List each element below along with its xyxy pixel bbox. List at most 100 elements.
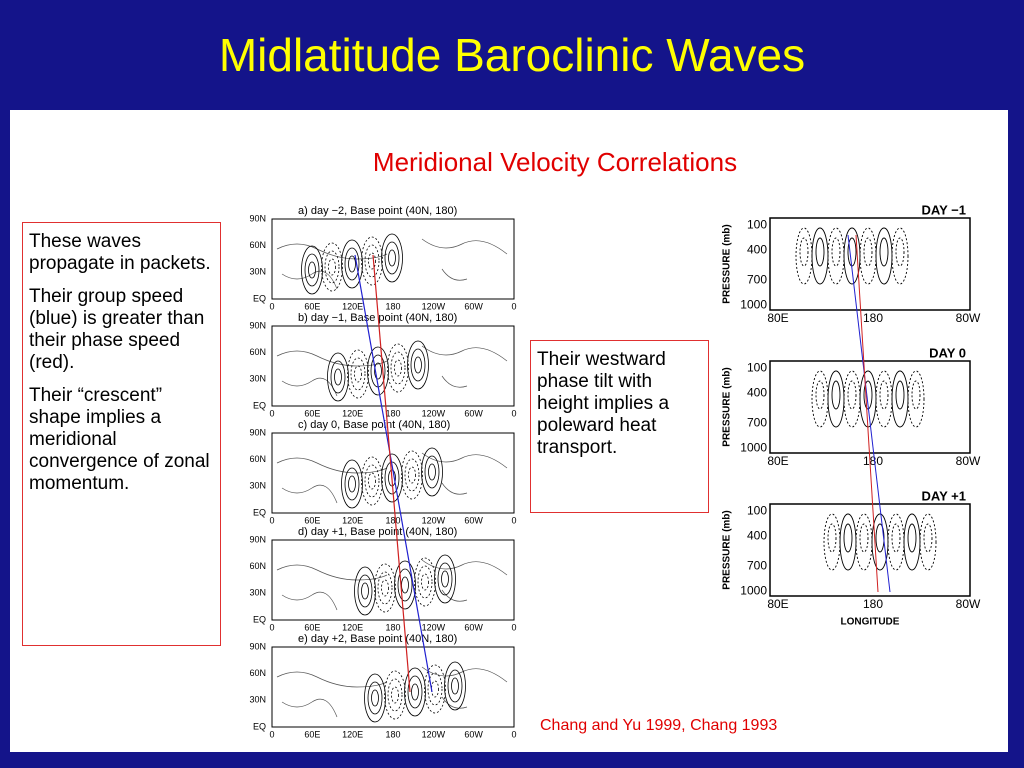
contour bbox=[394, 560, 416, 610]
contour bbox=[434, 554, 456, 604]
contour bbox=[348, 475, 356, 493]
contour bbox=[895, 380, 905, 410]
paragraph: These waves propagate in packets. bbox=[29, 231, 211, 274]
lon-tick-label: 120W bbox=[422, 622, 446, 632]
contour bbox=[907, 370, 925, 428]
contour bbox=[308, 261, 316, 279]
contour bbox=[831, 237, 841, 267]
contour bbox=[341, 459, 363, 509]
contour bbox=[344, 247, 360, 281]
lat-tick-label: 60N bbox=[249, 347, 266, 357]
lat-tick-label: EQ bbox=[253, 400, 266, 410]
contour bbox=[361, 582, 369, 600]
contour bbox=[334, 368, 342, 386]
lon-tick-label: 120E bbox=[342, 301, 363, 311]
lon-tick-label: 0 bbox=[269, 622, 274, 632]
group-speed-line bbox=[847, 234, 891, 593]
map-frame bbox=[271, 325, 515, 407]
lat-tick-label: 60N bbox=[249, 668, 266, 678]
paragraph: Their “crescent” shape implies a meridio… bbox=[29, 385, 210, 494]
contour bbox=[397, 568, 413, 602]
contour bbox=[847, 380, 857, 410]
lon-tick-label: 80E bbox=[767, 454, 788, 468]
lat-tick-label: 30N bbox=[249, 481, 266, 491]
lat-tick-label: 90N bbox=[249, 641, 266, 651]
contour bbox=[444, 661, 466, 711]
lon-tick-label: 120W bbox=[422, 729, 446, 739]
lat-tick-label: 90N bbox=[249, 320, 266, 330]
contour bbox=[427, 672, 443, 706]
lon-tick-label: 60E bbox=[304, 408, 320, 418]
pressure-tick-label: 1000 bbox=[740, 584, 767, 598]
contour bbox=[410, 348, 426, 382]
pressure-tick-label: 1000 bbox=[740, 298, 767, 312]
lat-tick-label: 30N bbox=[249, 267, 266, 277]
contour bbox=[364, 673, 386, 723]
contour bbox=[301, 245, 323, 295]
contour bbox=[347, 349, 369, 399]
contour bbox=[859, 523, 869, 553]
lat-tick-label: 90N bbox=[249, 534, 266, 544]
coastline bbox=[276, 238, 508, 290]
lat-tick-label: 90N bbox=[249, 213, 266, 223]
contour bbox=[407, 675, 423, 709]
lon-tick-label: 60W bbox=[464, 622, 483, 632]
lon-tick-label: 120W bbox=[422, 515, 446, 525]
lon-tick-label: 0 bbox=[511, 622, 516, 632]
lon-tick-label: 120E bbox=[342, 515, 363, 525]
contour bbox=[344, 467, 360, 501]
y-axis-label: PRESSURE (mb) bbox=[722, 510, 733, 589]
panel-label: c) day 0, Base point (40N, 180) bbox=[298, 419, 450, 431]
contour bbox=[304, 253, 320, 287]
lon-tick-label: 120W bbox=[422, 301, 446, 311]
contour bbox=[387, 343, 409, 393]
contour bbox=[368, 472, 376, 490]
paragraph: Their westward phase tilt with height im… bbox=[537, 349, 670, 458]
panel-label: e) day +2, Base point (40N, 180) bbox=[298, 633, 457, 645]
lon-tick-label: 180 bbox=[385, 301, 400, 311]
contour bbox=[815, 237, 825, 267]
panel-label: d) day +1, Base point (40N, 180) bbox=[298, 526, 457, 538]
contour bbox=[381, 579, 389, 597]
pressure-tick-label: 700 bbox=[747, 273, 767, 287]
contour bbox=[895, 237, 905, 267]
contour bbox=[390, 351, 406, 385]
subtitle: Meridional Velocity Correlations bbox=[372, 147, 738, 177]
contour bbox=[341, 239, 363, 289]
pressure-tick-label: 400 bbox=[747, 385, 767, 399]
lon-tick-label: 80W bbox=[956, 454, 981, 468]
contour bbox=[327, 352, 349, 402]
lon-tick-label: 0 bbox=[269, 408, 274, 418]
lat-tick-label: EQ bbox=[253, 614, 266, 624]
contour bbox=[843, 523, 853, 553]
contour bbox=[388, 249, 396, 267]
contour bbox=[364, 244, 380, 278]
lon-tick-label: 60E bbox=[304, 515, 320, 525]
map-frame bbox=[271, 539, 515, 621]
pressure-tick-label: 100 bbox=[747, 361, 767, 375]
citation: Chang and Yu 1999, Chang 1993 bbox=[540, 717, 778, 734]
lon-tick-label: 0 bbox=[511, 408, 516, 418]
contour bbox=[381, 453, 403, 503]
contour bbox=[374, 563, 396, 613]
coastline bbox=[276, 345, 508, 397]
contour bbox=[321, 242, 343, 292]
paragraph: Their group speed (blue) is greater than… bbox=[29, 286, 205, 373]
contour bbox=[328, 258, 336, 276]
pressure-tick-label: 400 bbox=[747, 528, 767, 542]
contour bbox=[381, 233, 403, 283]
contour bbox=[407, 340, 429, 390]
lon-tick-label: 0 bbox=[511, 729, 516, 739]
contour bbox=[923, 523, 933, 553]
contour bbox=[891, 523, 901, 553]
contour bbox=[371, 689, 379, 707]
lon-tick-label: 80W bbox=[956, 597, 981, 611]
contour bbox=[384, 670, 406, 720]
lon-tick-label: 60W bbox=[464, 408, 483, 418]
contour bbox=[348, 255, 356, 273]
lon-tick-label: 60W bbox=[464, 301, 483, 311]
contour bbox=[428, 463, 436, 481]
right-text-box: Their westward phase tilt with height im… bbox=[530, 340, 709, 513]
contour bbox=[377, 571, 393, 605]
